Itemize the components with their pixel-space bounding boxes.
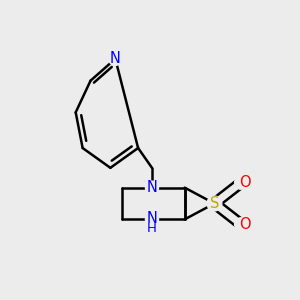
Text: N: N bbox=[146, 211, 158, 226]
Circle shape bbox=[235, 176, 248, 189]
Circle shape bbox=[109, 52, 122, 65]
Text: N: N bbox=[110, 51, 121, 66]
Circle shape bbox=[146, 213, 158, 226]
Circle shape bbox=[146, 181, 158, 194]
Circle shape bbox=[207, 196, 222, 211]
Circle shape bbox=[235, 218, 248, 231]
Text: H: H bbox=[147, 222, 157, 236]
Text: O: O bbox=[239, 175, 250, 190]
Text: O: O bbox=[239, 217, 250, 232]
Text: S: S bbox=[210, 196, 219, 211]
Text: N: N bbox=[146, 180, 158, 195]
